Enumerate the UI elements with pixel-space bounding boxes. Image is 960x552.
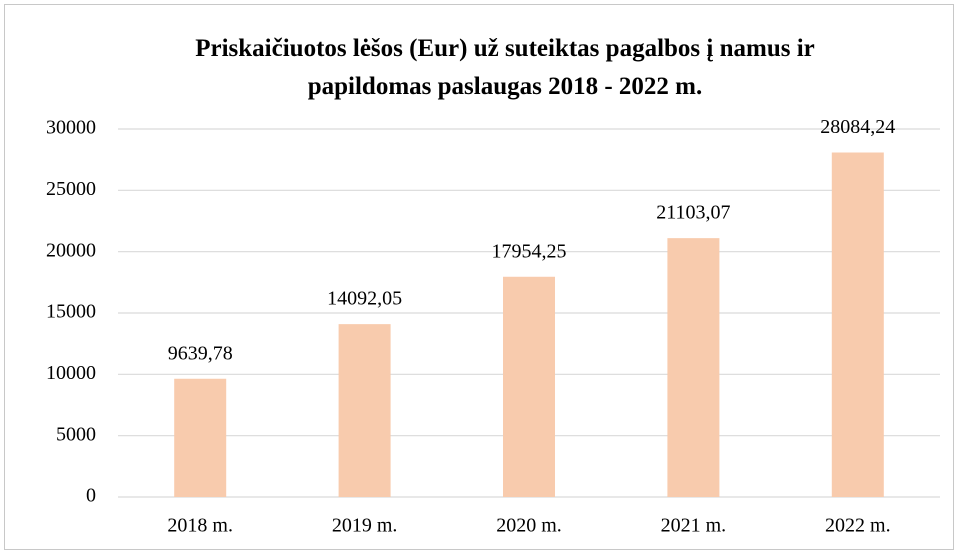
data-label: 28084,24 (820, 116, 895, 138)
y-tick-label: 5000 (56, 423, 96, 445)
y-tick-label: 20000 (46, 239, 96, 261)
bar (338, 324, 391, 497)
bar (831, 152, 884, 497)
y-tick-label: 30000 (46, 117, 96, 139)
y-tick-label: 0 (86, 485, 96, 507)
data-label: 17954,25 (492, 240, 567, 262)
data-label: 9639,78 (168, 342, 233, 364)
bar (174, 378, 227, 497)
data-label: 21103,07 (656, 202, 730, 224)
y-tick-label: 10000 (46, 362, 96, 384)
chart-title: Priskaičiuotos lėšos (Eur) už suteiktas … (195, 35, 815, 100)
x-tick-label: 2021 m. (661, 515, 727, 537)
x-tick-label: 2022 m. (825, 515, 891, 537)
bar (503, 276, 555, 497)
data-label: 14092,05 (327, 288, 402, 310)
x-tick-label: 2019 m. (332, 515, 398, 537)
chart-frame (4, 4, 954, 550)
x-tick-label: 2020 m. (496, 515, 562, 537)
y-tick-label: 15000 (46, 301, 96, 323)
bar (667, 238, 720, 497)
y-tick-label: 25000 (46, 178, 96, 200)
x-tick-label: 2018 m. (167, 515, 233, 537)
